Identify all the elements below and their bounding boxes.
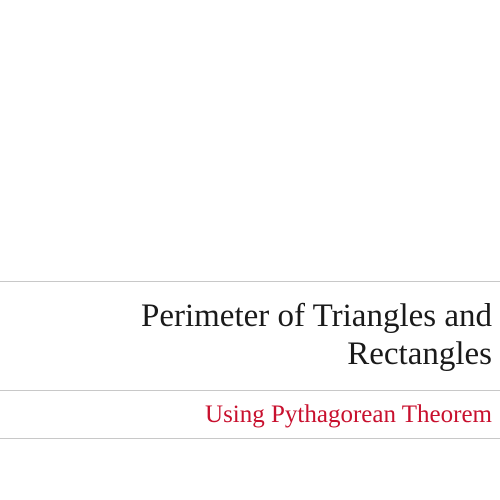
subtitle-band: Using Pythagorean Theorem <box>0 391 500 439</box>
slide-subtitle: Using Pythagorean Theorem <box>205 401 492 429</box>
slide-title: Perimeter of Triangles andRectangles <box>141 298 492 374</box>
slide-container: Perimeter of Triangles andRectangles Usi… <box>0 0 500 500</box>
title-band: Perimeter of Triangles andRectangles <box>0 281 500 391</box>
